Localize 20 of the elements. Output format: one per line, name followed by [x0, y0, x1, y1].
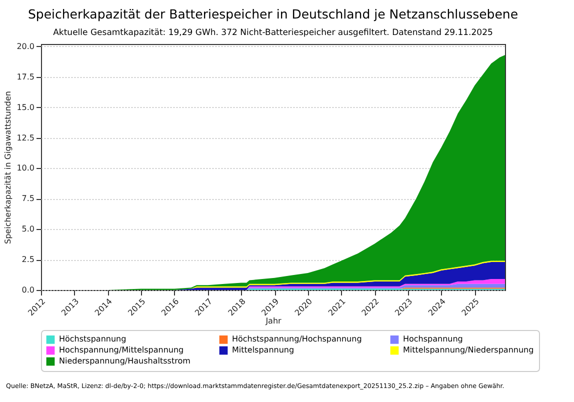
y-tick-label: 10.0: [16, 164, 34, 173]
y-tick-label: 0.0: [22, 286, 34, 294]
y-tick-label: 12.5: [16, 133, 34, 142]
legend-label: Höchstspannung/Hochspannung: [232, 334, 362, 344]
legend-label: Hochspannung: [403, 334, 463, 344]
x-axis-title: Jahr: [264, 316, 282, 326]
y-tick-label: 5.0: [22, 224, 34, 234]
y-tick-label: 17.5: [16, 72, 34, 82]
legend-label: Hochspannung/Mittelspannung: [59, 346, 184, 354]
chart-subtitle: Aktuelle Gesamtkapazität: 19,29 GWh. 372 Nicht-Batteriespeicher ausgefiltert. Datenstand 29.11.2025: [53, 28, 493, 38]
y-tick-label: 7.5: [22, 194, 34, 204]
y-axis-title: Speicherkapazität in Gigawattstunden: [4, 91, 13, 244]
legend-label: Mittelspannung: [232, 346, 294, 354]
y-tick-label: 15.0: [16, 102, 34, 112]
legend-label: Mittelspannung/Niederspannung: [403, 346, 534, 354]
y-tick-label: 2.5: [22, 255, 34, 264]
legend-label: Niederspannung/Haushaltsstrom: [59, 356, 191, 366]
legend-label: Höchstspannung: [59, 334, 126, 344]
chart-title: Speicherkapazität der Batteriespeicher in Deutschland je Netzanschlussebene: [28, 6, 518, 22]
y-tick-label: 20.0: [16, 42, 34, 51]
